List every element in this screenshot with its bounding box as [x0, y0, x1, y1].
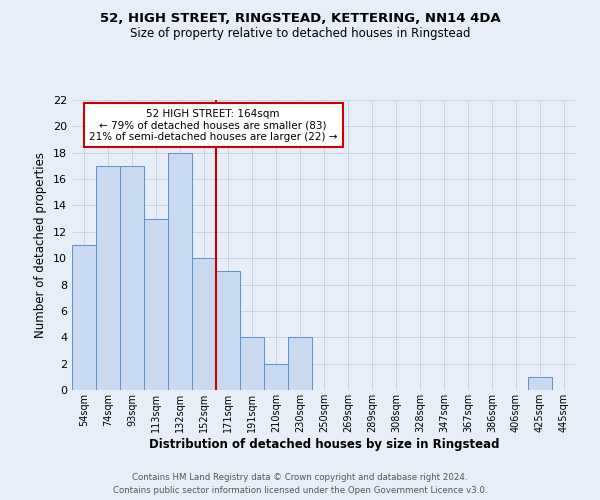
Bar	[192, 258, 216, 390]
Bar	[216, 272, 240, 390]
Y-axis label: Number of detached properties: Number of detached properties	[34, 152, 47, 338]
Bar	[144, 218, 168, 390]
Text: 52, HIGH STREET, RINGSTEAD, KETTERING, NN14 4DA: 52, HIGH STREET, RINGSTEAD, KETTERING, N…	[100, 12, 500, 26]
Bar	[168, 152, 192, 390]
Text: 52 HIGH STREET: 164sqm
← 79% of detached houses are smaller (83)
21% of semi-det: 52 HIGH STREET: 164sqm ← 79% of detached…	[89, 108, 337, 142]
Bar	[120, 166, 144, 390]
Bar	[528, 377, 552, 390]
Bar	[240, 338, 264, 390]
Text: Contains HM Land Registry data © Crown copyright and database right 2024.
Contai: Contains HM Land Registry data © Crown c…	[113, 474, 487, 495]
Bar	[288, 338, 312, 390]
Text: Size of property relative to detached houses in Ringstead: Size of property relative to detached ho…	[130, 28, 470, 40]
Bar	[264, 364, 288, 390]
Bar	[72, 245, 96, 390]
Bar	[96, 166, 120, 390]
X-axis label: Distribution of detached houses by size in Ringstead: Distribution of detached houses by size …	[149, 438, 499, 450]
